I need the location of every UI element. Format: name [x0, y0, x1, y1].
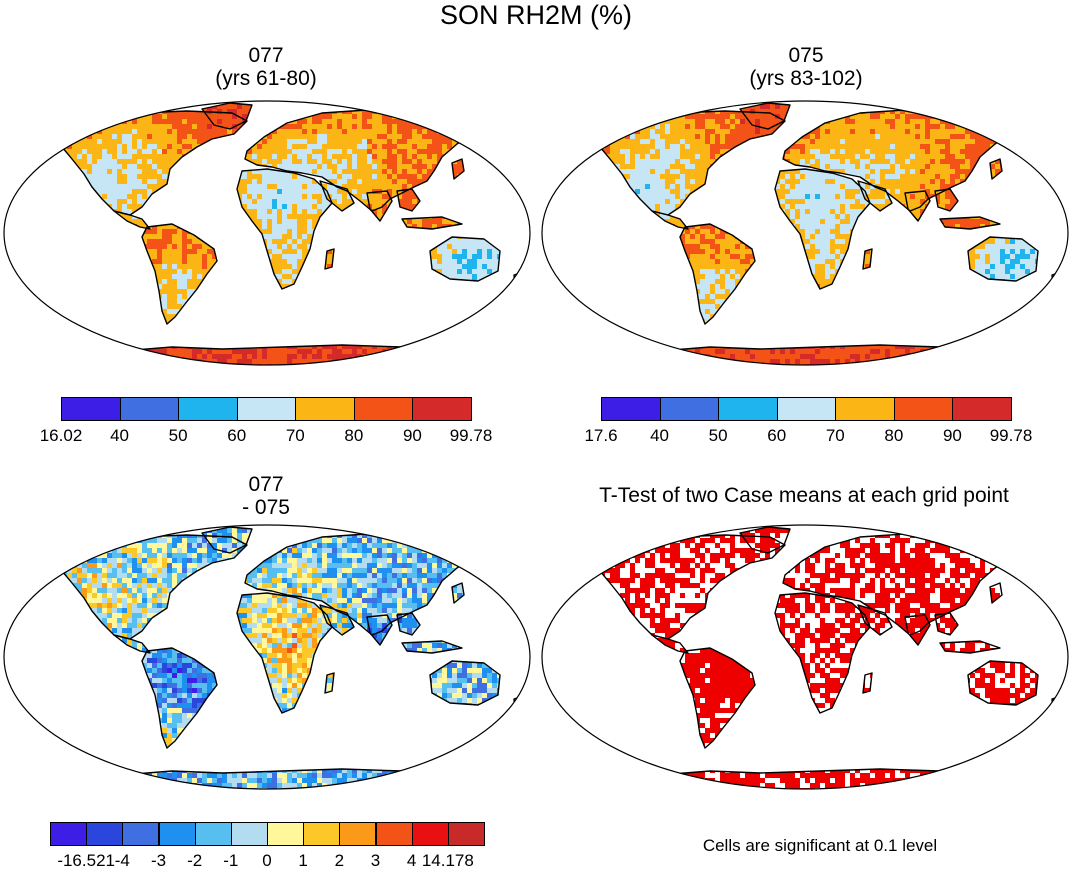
panel-title-line2: - 075: [166, 496, 366, 519]
colorbar-label: 40: [110, 426, 129, 446]
colorbar-label: -4: [115, 851, 130, 871]
colorbar-swatch: [894, 397, 954, 421]
panel-title-line2: (yrs 83-102): [706, 67, 906, 90]
panel-title-line2: (yrs 61-80): [166, 67, 366, 90]
colorbar-label: 14.178: [422, 851, 474, 871]
colorbar-swatch: [237, 397, 297, 421]
colorbar-label: 80: [884, 426, 903, 446]
colorbar-label: -1: [223, 851, 238, 871]
colorbar-swatch: [354, 397, 414, 421]
panel-title-case1: 077 (yrs 61-80): [166, 44, 366, 90]
colorbar-label: 70: [826, 426, 845, 446]
map-diff: [2, 523, 532, 791]
colorbar-swatch: [448, 822, 485, 846]
map-case2: [540, 99, 1070, 367]
colorbar-label: 50: [709, 426, 728, 446]
colorbar-label: 70: [286, 426, 305, 446]
colorbar-label: 1: [298, 851, 307, 871]
colorbar-label: 3: [371, 851, 380, 871]
colorbar-swatch: [86, 822, 123, 846]
colorbar-label: 60: [227, 426, 246, 446]
significance-note: Cells are significant at 0.1 level: [620, 836, 1020, 856]
colorbar-swatch: [267, 822, 304, 846]
colorbar-swatch: [122, 822, 159, 846]
colorbar-swatch: [339, 822, 376, 846]
panel-title-ttest: T-Test of two Case means at each grid po…: [536, 484, 1072, 507]
colorbar-label: 17.6: [584, 426, 617, 446]
colorbar-swatch: [50, 822, 87, 846]
colorbar-label: -3: [151, 851, 166, 871]
colorbar-label: 90: [403, 426, 422, 446]
panel-title-line1: 077: [166, 473, 366, 496]
colorbar-label: -2: [187, 851, 202, 871]
colorbar-swatch: [195, 822, 232, 846]
colorbar-swatch: [120, 397, 180, 421]
colorbar-swatch: [412, 397, 472, 421]
colorbar-diff: -16.521-4 -3 -2 -1 0 1 2 3 4 14.178: [50, 822, 484, 868]
colorbar-swatch: [412, 822, 449, 846]
colorbar-swatch: [718, 397, 778, 421]
colorbar-label: 60: [767, 426, 786, 446]
colorbar-swatch: [952, 397, 1012, 421]
colorbar-label: 80: [344, 426, 363, 446]
panel-title-case2: 075 (yrs 83-102): [706, 44, 906, 90]
colorbar-swatch: [660, 397, 720, 421]
colorbar-label: 99.78: [990, 426, 1033, 446]
colorbar-swatch: [376, 822, 413, 846]
colorbar-label: -16.521: [57, 851, 115, 871]
colorbar-swatch: [178, 397, 238, 421]
colorbar-label: 99.78: [450, 426, 493, 446]
colorbar-swatch: [61, 397, 121, 421]
colorbar-label: 40: [650, 426, 669, 446]
panel-title-line1: 077: [166, 44, 366, 67]
panel-title-diff: 077 - 075: [166, 473, 366, 519]
colorbar-swatch: [777, 397, 837, 421]
map-ttest: [540, 523, 1070, 791]
main-title: SON RH2M (%): [0, 0, 1072, 31]
colorbar-label: 50: [169, 426, 188, 446]
colorbar-swatch: [303, 822, 340, 846]
colorbar-label: 2: [335, 851, 344, 871]
colorbar-swatch: [295, 397, 355, 421]
colorbar-swatch: [159, 822, 196, 846]
colorbar-swatch: [601, 397, 661, 421]
map-case1: [2, 99, 532, 367]
colorbar-label: 90: [943, 426, 962, 446]
colorbar-swatch: [231, 822, 268, 846]
colorbar-label: 4: [407, 851, 416, 871]
panel-title-line1: 075: [706, 44, 906, 67]
colorbar-swatch: [835, 397, 895, 421]
colorbar-label: 0: [262, 851, 271, 871]
colorbar-label: 16.02: [40, 426, 83, 446]
